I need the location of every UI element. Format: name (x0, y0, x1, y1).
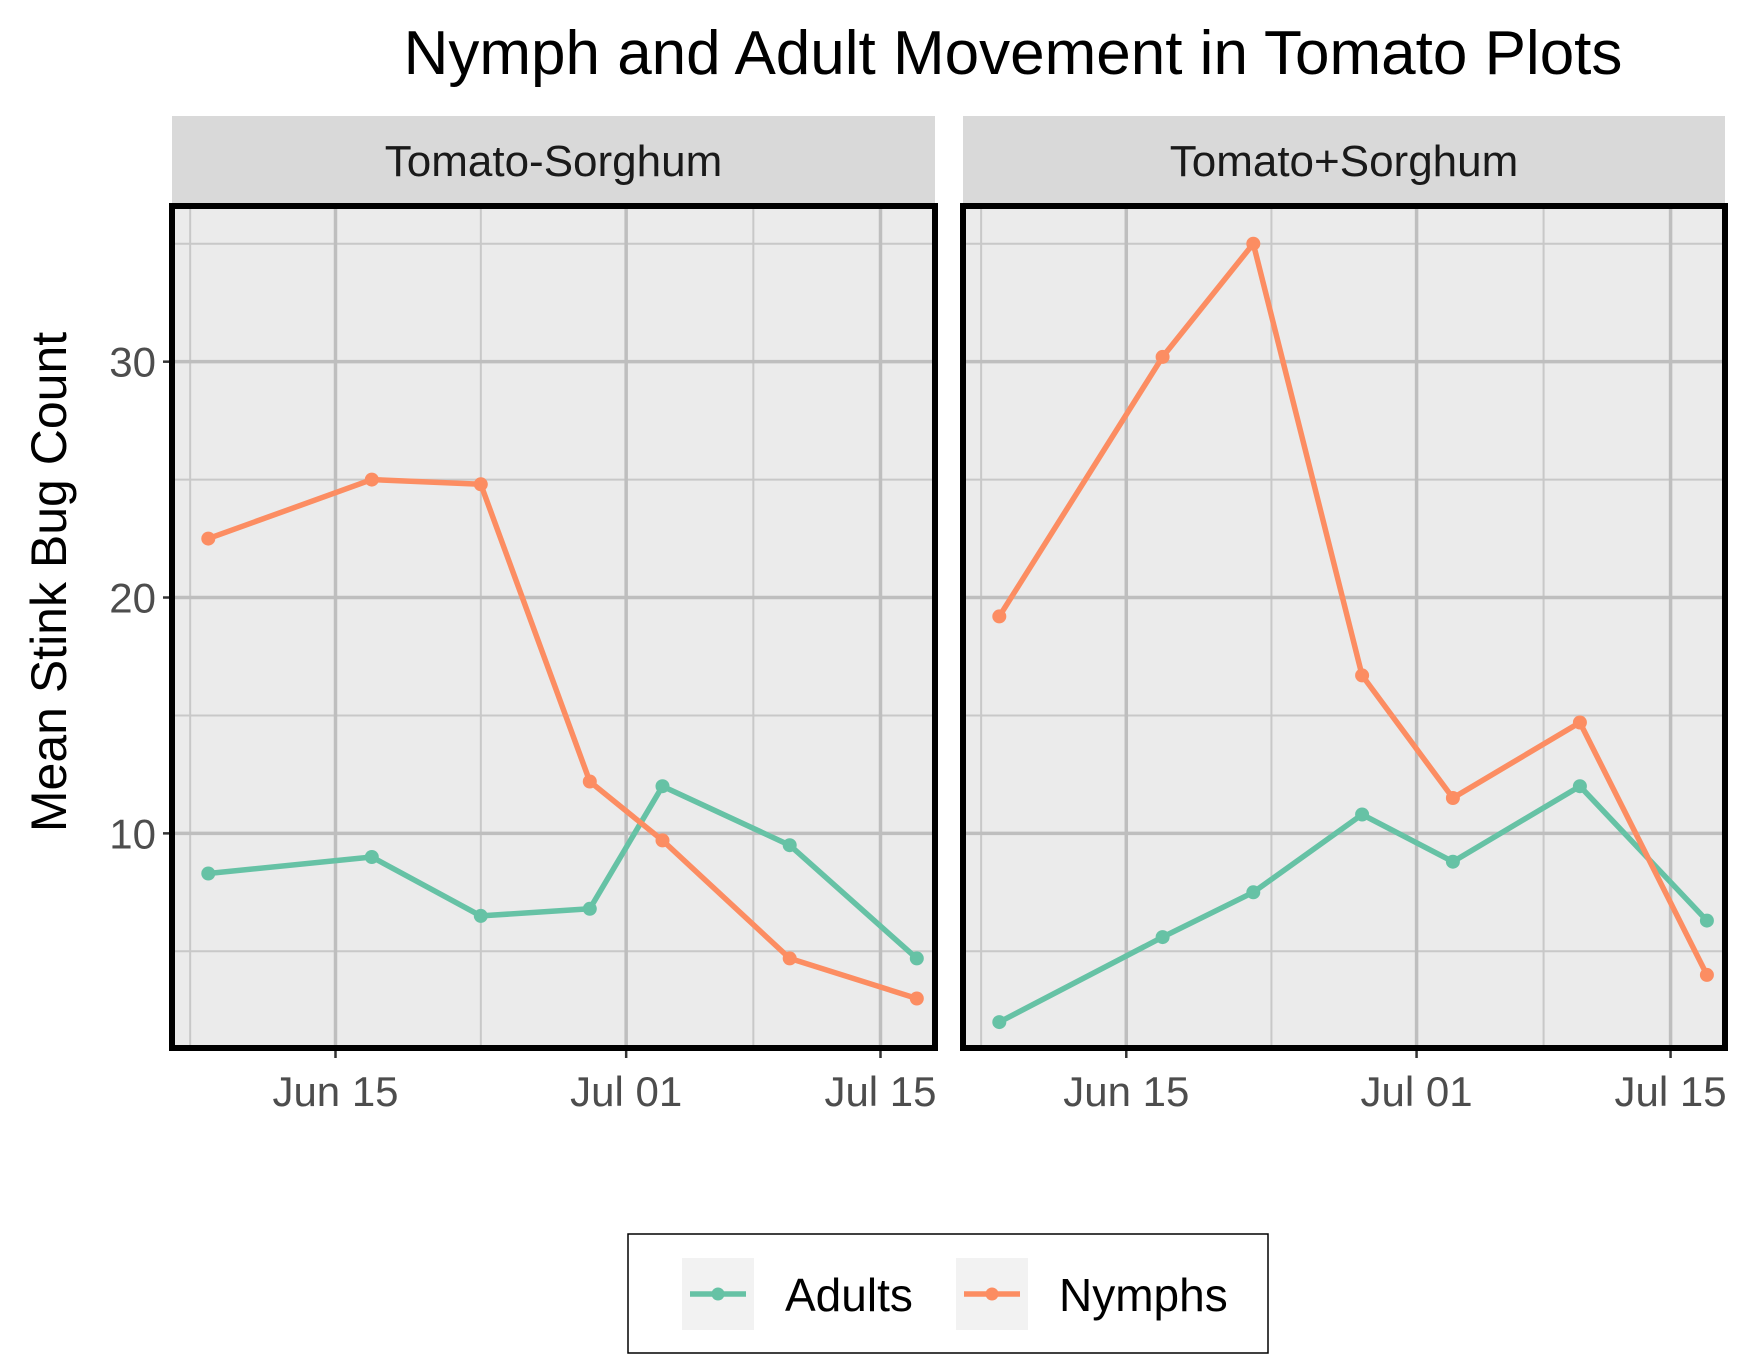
data-point-adults (1246, 885, 1261, 900)
data-point-nymphs (1155, 349, 1170, 364)
x-tick-label: Jul 15 (1615, 1068, 1727, 1115)
data-point-adults (1699, 913, 1714, 928)
data-point-nymphs (1572, 715, 1587, 730)
x-tick-label: Jul 01 (1361, 1068, 1473, 1115)
data-point-adults (201, 866, 216, 881)
panel-background (172, 206, 935, 1048)
y-axis-title: Mean Stink Bug Count (21, 332, 77, 832)
panel-strip (963, 116, 1725, 203)
data-point-nymphs (1445, 791, 1460, 805)
data-point-adults (1355, 807, 1370, 822)
legend-point-nymphs (985, 1287, 999, 1301)
chart-title: Nymph and Adult Movement in Tomato Plots (404, 19, 1623, 88)
data-point-nymphs (909, 991, 924, 1006)
panel-strip-label: Tomato+Sorghum (1170, 137, 1519, 186)
data-point-nymphs (655, 833, 670, 848)
data-point-adults (909, 951, 924, 966)
panel-2: Tomato+Sorghum Jun 15 Jul 01 Jul 15 (960, 116, 1728, 1115)
data-point-adults (1572, 779, 1587, 794)
data-point-nymphs (1699, 967, 1714, 982)
legend-label-nymphs: Nymphs (1059, 1269, 1228, 1321)
y-tick-label: 20 (109, 575, 156, 622)
data-point-nymphs (473, 477, 488, 492)
panel-strip-label: Tomato-Sorghum (385, 137, 722, 186)
data-point-nymphs (782, 951, 797, 966)
x-tick-label: Jul 15 (824, 1068, 936, 1115)
data-point-adults (473, 908, 488, 923)
legend-item-adults: Adults (682, 1258, 913, 1330)
data-point-adults (582, 901, 597, 916)
panel-strip (172, 116, 935, 203)
data-point-adults (1445, 854, 1460, 869)
data-point-adults (992, 1015, 1007, 1030)
panel-1: Tomato-Sorghum 10 20 30 Jun 15 Jul 01 Jul 15 (109, 116, 938, 1115)
x-tick-label: Jul 01 (570, 1068, 682, 1115)
data-point-adults (782, 838, 797, 853)
data-point-nymphs (364, 472, 379, 487)
panel-background (963, 206, 1725, 1048)
panel-frame (169, 203, 938, 1051)
data-point-nymphs (201, 531, 216, 546)
y-tick-label: 10 (109, 810, 156, 857)
legend-item-nymphs: Nymphs (956, 1258, 1228, 1330)
legend-label-adults: Adults (785, 1269, 913, 1321)
data-point-nymphs (1246, 236, 1261, 251)
data-point-adults (364, 850, 379, 864)
data-point-nymphs (1355, 668, 1370, 683)
panel-frame (960, 203, 1728, 1051)
data-point-nymphs (992, 609, 1007, 624)
data-point-adults (1155, 930, 1170, 945)
legend: Adults Nymphs (627, 1233, 1269, 1354)
data-point-nymphs (582, 774, 597, 789)
x-tick-label: Jun 15 (272, 1068, 398, 1115)
x-tick-label: Jun 15 (1063, 1068, 1189, 1115)
y-tick-label: 30 (109, 339, 156, 386)
data-point-adults (655, 779, 670, 794)
legend-point-adults (711, 1287, 725, 1301)
